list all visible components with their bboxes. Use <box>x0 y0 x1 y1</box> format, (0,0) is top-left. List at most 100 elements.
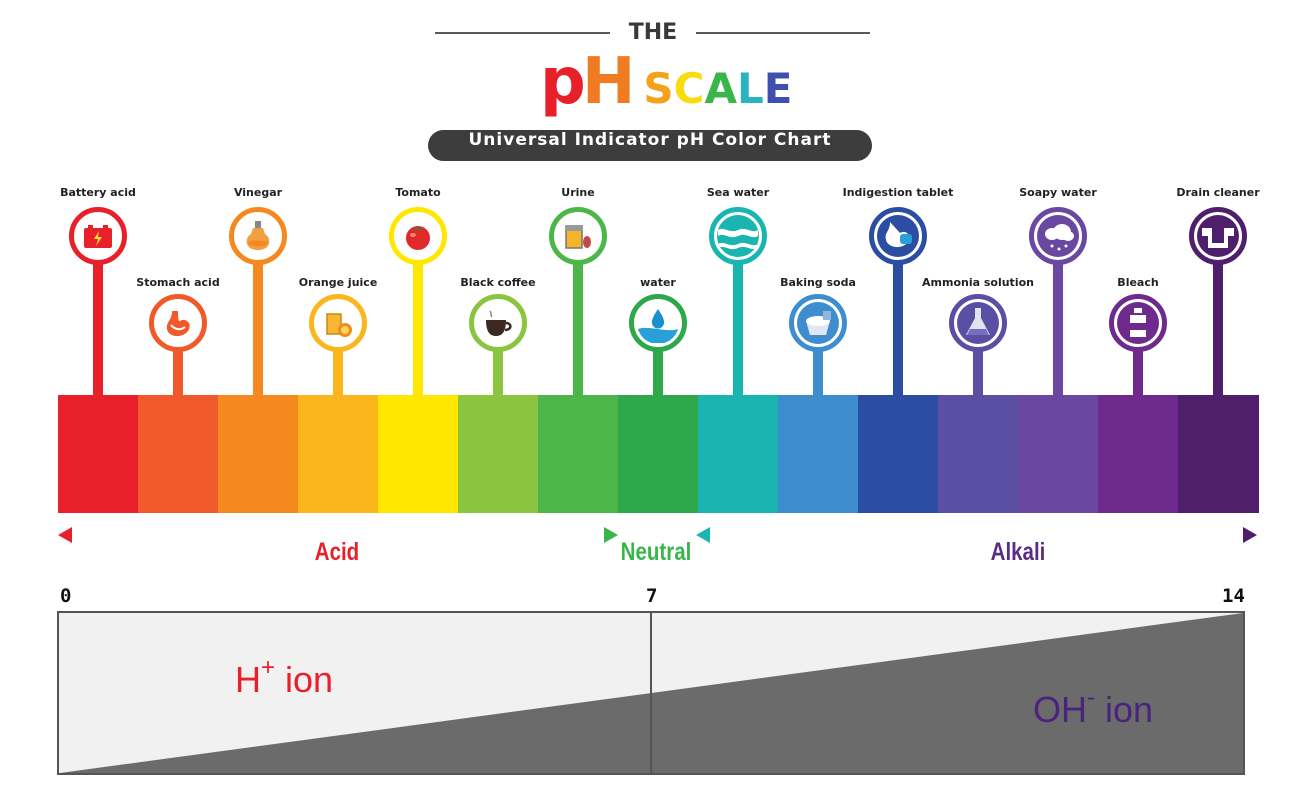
oh-ion-charge: - <box>1087 684 1095 711</box>
indicator-stem <box>333 349 343 396</box>
indicator-stem <box>973 349 983 396</box>
stomach-icon <box>158 303 198 343</box>
indicator-circle <box>1189 207 1247 265</box>
title-ph-p: p <box>540 45 586 119</box>
indicator-circle <box>789 294 847 352</box>
indicator-label: Tomato <box>395 186 441 199</box>
color-swatch <box>138 395 219 513</box>
indicator-label: Stomach acid <box>136 276 220 289</box>
alkali-arrow-left-head <box>696 527 710 543</box>
color-swatch <box>858 395 939 513</box>
indicator-label: Bleach <box>1117 276 1159 289</box>
h-ion-base: H <box>235 659 261 700</box>
color-swatch <box>698 395 779 513</box>
indicator-circle <box>69 207 127 265</box>
indicator-stem <box>173 349 183 396</box>
bleach-bottle-icon <box>1118 303 1158 343</box>
color-swatch <box>298 395 379 513</box>
indicator-label: Battery acid <box>60 186 136 199</box>
drain-pipe-icon <box>1198 216 1238 256</box>
tomato-icon <box>398 216 438 256</box>
indicator-label: Vinegar <box>233 186 283 199</box>
title-scale-letter: L <box>736 64 764 113</box>
water-drop-icon <box>638 303 678 343</box>
soap-cloud-icon <box>1038 216 1078 256</box>
h-ion-charge: + <box>261 654 276 681</box>
indicator-label: Black coffee <box>460 276 536 289</box>
indicator-label: water <box>640 276 676 289</box>
coffee-cup-icon <box>478 303 518 343</box>
indicator-label: Soapy water <box>1019 186 1097 199</box>
acid-arrow-left-head <box>58 527 72 543</box>
urine-sample-icon <box>558 216 598 256</box>
title-scale-letter: A <box>704 64 737 113</box>
indicator-label: Sea water <box>706 186 770 199</box>
indicator-stem <box>813 349 823 396</box>
indicator-circle <box>549 207 607 265</box>
indicator-stem <box>413 262 423 396</box>
sea-wave-icon <box>718 216 758 256</box>
oh-ion-label: OH- ion <box>1033 684 1154 731</box>
indicator-stem <box>653 349 663 396</box>
indicator-label: Baking soda <box>780 276 856 289</box>
indicator-circle <box>1029 207 1087 265</box>
indicator-circle <box>1109 294 1167 352</box>
color-swatch <box>938 395 1019 513</box>
ph-number-14: 14 <box>1222 585 1245 607</box>
acid-label: Acid <box>314 538 360 566</box>
indicator-circle <box>229 207 287 265</box>
indicator-stem <box>733 262 743 396</box>
ph-number-7: 7 <box>646 585 658 607</box>
neutral-label: Neutral <box>620 538 692 566</box>
indicator-circle <box>949 294 1007 352</box>
h-ion-label: H+ ion <box>235 654 334 701</box>
indicator-label: Orange juice <box>298 276 378 289</box>
title-ph-h: H <box>581 45 636 119</box>
stomach-tablet-icon <box>878 216 918 256</box>
indicator-stem <box>1213 262 1223 396</box>
title-scale: SCALE <box>643 64 792 113</box>
indicator-label: Indigestion tablet <box>842 186 954 199</box>
indicator-circle <box>869 207 927 265</box>
color-swatch <box>1178 395 1259 513</box>
indicator-stem <box>93 262 103 396</box>
color-swatch <box>458 395 539 513</box>
color-swatch <box>1018 395 1099 513</box>
title-ph: pH <box>540 45 635 119</box>
indicator-label: Urine <box>561 186 595 199</box>
color-swatch <box>58 395 139 513</box>
baking-soda-icon <box>798 303 838 343</box>
indicator-circle <box>469 294 527 352</box>
title-the: THE <box>628 20 678 45</box>
color-swatch <box>538 395 619 513</box>
indicator-circle <box>629 294 687 352</box>
indicator-stem <box>253 262 263 396</box>
oh-ion-base: OH <box>1033 689 1087 730</box>
indicator-stem <box>493 349 503 396</box>
indicator-stem <box>1133 349 1143 396</box>
oh-ion-word: ion <box>1095 689 1154 730</box>
orange-juice-icon <box>318 303 358 343</box>
title-scale-letter: C <box>673 64 705 113</box>
title-scale-letter: S <box>643 64 674 113</box>
acid-arrow-right-head <box>604 527 618 543</box>
indicator-circle <box>709 207 767 265</box>
page-title: pH SCALE <box>540 45 792 119</box>
color-swatch <box>778 395 859 513</box>
battery-icon <box>78 216 118 256</box>
indicator-stem <box>893 262 903 396</box>
indicator-circle <box>389 207 447 265</box>
color-swatch <box>1098 395 1179 513</box>
color-swatch <box>618 395 699 513</box>
color-swatch <box>218 395 299 513</box>
title-rule-right <box>696 32 870 34</box>
indicator-stem <box>573 262 583 396</box>
title-scale-letter: E <box>763 64 793 113</box>
alkali-label: Alkali <box>990 538 1046 566</box>
h-ion-word: ion <box>275 659 334 700</box>
indicator-label: Drain cleaner <box>1176 186 1260 199</box>
alkali-arrow-right-head <box>1243 527 1257 543</box>
flask-icon <box>958 303 998 343</box>
ph-number-0: 0 <box>60 585 72 607</box>
